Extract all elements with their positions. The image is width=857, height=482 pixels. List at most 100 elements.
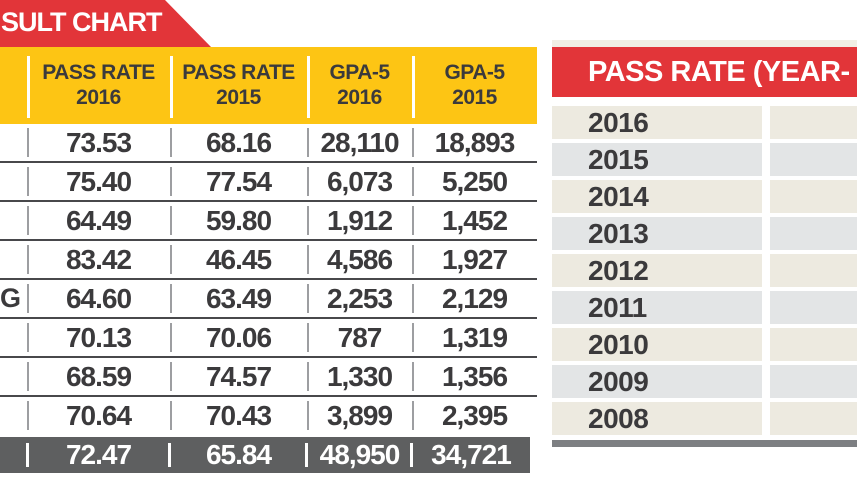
column-separator (412, 167, 414, 196)
board-cell (0, 124, 20, 161)
board-cell: G (0, 283, 22, 313)
year-label: 2013 (552, 217, 762, 250)
column-header-pass-rate-2016: PASS RATE 2016 (27, 47, 170, 124)
total-gpa5-2015: 34,721 (431, 439, 512, 470)
column-separator (27, 323, 29, 352)
column-separator (27, 362, 29, 391)
gpa5-2015-cell: 1,927 (441, 243, 508, 275)
column-separator (412, 206, 414, 235)
table-row: 70.13 70.06 787 1,319 (0, 319, 537, 358)
column-separator (412, 401, 414, 430)
gpa5-2015-cell: 1,452 (441, 204, 508, 236)
column-header-line2: 2015 (216, 85, 261, 109)
gpa5-2015-cell: 5,250 (441, 165, 508, 197)
total-pass-rate-2015: 65.84 (205, 439, 272, 470)
year-table: 2016 2015 2014 2013 2012 2011 2010 2009 (552, 106, 857, 439)
gpa5-2016-cell: 787 (337, 321, 383, 353)
gpa5-2016-cell: 3,899 (326, 399, 393, 431)
column-separator (170, 401, 172, 430)
year-value-cell (770, 143, 857, 176)
year-label: 2010 (552, 328, 762, 361)
pass-rate-2015-cell: 59.80 (205, 204, 272, 236)
gpa5-2015-cell: 1,319 (441, 321, 508, 353)
column-separator (170, 167, 172, 196)
right-panel-top-strip (552, 40, 857, 47)
board-cell (0, 202, 20, 239)
gpa5-2016-cell: 4,586 (326, 243, 393, 275)
year-row: 2010 (552, 328, 857, 361)
table-row: 83.42 46.45 4,586 1,927 (0, 241, 537, 280)
column-separator (27, 167, 29, 196)
gpa5-2016-cell: 1,330 (326, 360, 393, 392)
pass-rate-2015-cell: 74.57 (205, 360, 272, 392)
column-separator (307, 401, 309, 430)
left-table-body: 73.53 68.16 28,110 18,893 75.40 77.54 6,… (0, 124, 537, 434)
year-row: 2016 (552, 106, 857, 139)
gpa5-2015-cell: 2,395 (441, 399, 508, 431)
column-header-line1: PASS RATE (182, 60, 295, 84)
year-value-cell (770, 365, 857, 398)
pass-rate-2016-cell: 70.13 (65, 321, 132, 353)
header-column-separator (27, 56, 30, 118)
pass-rate-2016-cell: 75.40 (65, 165, 132, 197)
total-separator (410, 443, 413, 467)
column-separator (170, 128, 172, 157)
column-header-pass-rate-2015: PASS RATE 2015 (170, 47, 307, 124)
total-gpa5-2016: 48,950 (319, 439, 401, 470)
chart-title-ribbon: SULT CHART (0, 0, 211, 47)
left-table-header: PASS RATE 2016 PASS RATE 2015 GPA-5 2016… (0, 47, 537, 124)
year-row: 2015 (552, 143, 857, 176)
column-separator (307, 245, 309, 274)
year-row: 2013 (552, 217, 857, 250)
gpa5-2016-cell: 2,253 (326, 282, 393, 314)
table-row: 64.49 59.80 1,912 1,452 (0, 202, 537, 241)
pass-rate-2015-cell: 63.49 (205, 282, 272, 314)
column-header-line2: 2016 (337, 85, 382, 109)
board-cell (0, 358, 20, 395)
pass-rate-2016-cell: 70.64 (65, 399, 132, 431)
chart-title: SULT CHART (1, 7, 162, 37)
right-panel-title: PASS RATE (YEAR- (552, 47, 857, 97)
pass-rate-2016-cell: 68.59 (65, 360, 132, 392)
year-value-cell (770, 180, 857, 213)
year-row: 2012 (552, 254, 857, 287)
year-label: 2008 (552, 402, 762, 435)
column-header-line1: PASS RATE (42, 60, 155, 84)
board-cell (0, 163, 20, 200)
year-row: 2008 (552, 402, 857, 435)
column-separator (307, 206, 309, 235)
total-row: 72.47 65.84 48,950 34,721 (0, 437, 530, 473)
column-separator (27, 206, 29, 235)
year-label: 2014 (552, 180, 762, 213)
column-header-gpa5-2016: GPA-5 2016 (307, 47, 412, 124)
column-header-line2: 2016 (76, 85, 121, 109)
gpa5-2015-cell: 2,129 (441, 282, 508, 314)
column-separator (412, 284, 414, 313)
column-separator (412, 323, 414, 352)
gpa5-2016-cell: 1,912 (326, 204, 393, 236)
pass-rate-2015-cell: 77.54 (205, 165, 272, 197)
year-value-cell (770, 402, 857, 435)
column-header-line2: 2015 (452, 85, 497, 109)
column-header-line1: GPA-5 (329, 60, 390, 84)
year-label: 2009 (552, 365, 762, 398)
gpa5-2015-cell: 18,893 (434, 126, 516, 158)
year-value-cell (770, 328, 857, 361)
year-label: 2012 (552, 254, 762, 287)
header-column-separator (412, 56, 415, 118)
year-row: 2011 (552, 291, 857, 324)
right-panel-bottom-bar (552, 440, 857, 447)
column-separator (307, 167, 309, 196)
pass-rate-2015-cell: 68.16 (205, 126, 272, 158)
column-separator (170, 206, 172, 235)
header-column-separator (307, 56, 310, 118)
pass-rate-2015-cell: 70.06 (205, 321, 272, 353)
board-cell (0, 319, 20, 356)
column-header-line1: GPA-5 (444, 60, 505, 84)
header-column-separator (170, 56, 173, 118)
pass-rate-2015-cell: 46.45 (205, 243, 272, 275)
total-pass-rate-2016: 72.47 (65, 439, 132, 470)
column-separator (27, 245, 29, 274)
table-row: 75.40 77.54 6,073 5,250 (0, 163, 537, 202)
